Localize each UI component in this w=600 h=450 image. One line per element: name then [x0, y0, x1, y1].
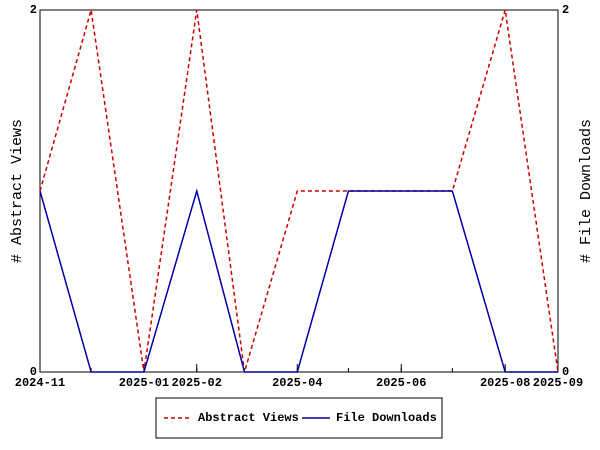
x-tick-label: 2025-08	[480, 376, 530, 390]
y-tick-label: 2	[30, 3, 37, 17]
legend-label: Abstract Views	[198, 411, 299, 425]
x-tick-label: 2025-09	[533, 376, 583, 390]
legend-label: File Downloads	[336, 411, 437, 425]
y2-tick-label: 0	[562, 365, 569, 379]
y2-axis-title: # File Downloads	[578, 119, 595, 263]
y-tick-label: 0	[30, 365, 37, 379]
x-tick-label: 2024-11	[15, 376, 65, 390]
x-tick-label: 2025-02	[172, 376, 222, 390]
x-tick-label: 2025-06	[376, 376, 426, 390]
data-line	[39, 9, 559, 373]
data-line	[39, 188, 558, 373]
x-tick-label: 2025-04	[272, 376, 322, 390]
y-axis-title: # Abstract Views	[9, 119, 26, 263]
x-tick-label: 2025-01	[119, 376, 169, 390]
legend-box	[155, 397, 443, 439]
y2-tick-label: 2	[562, 3, 569, 17]
